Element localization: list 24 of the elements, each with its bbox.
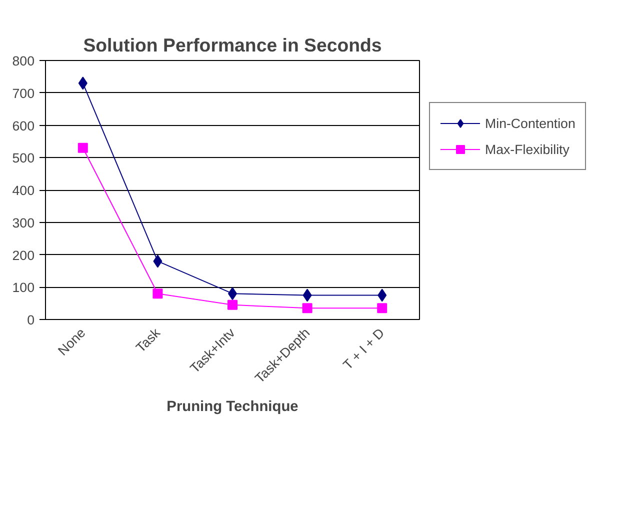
y-tick-label: 800 xyxy=(12,54,35,68)
y-tick-label: 200 xyxy=(12,248,35,263)
y-tick-label: 300 xyxy=(12,215,35,230)
point xyxy=(228,300,238,310)
y-tick-label: 500 xyxy=(12,150,35,166)
legend-label: Max-Flexibility xyxy=(485,142,570,156)
x-axis-title: Pruning Technique xyxy=(166,399,298,416)
point xyxy=(153,254,162,268)
y-tick-label: 700 xyxy=(12,86,35,101)
y-tick-label: 400 xyxy=(12,183,35,198)
point xyxy=(302,288,312,302)
y-tick-label: 0 xyxy=(27,312,35,328)
point xyxy=(78,76,88,90)
point xyxy=(152,288,163,299)
point xyxy=(378,288,387,302)
point xyxy=(377,303,388,314)
point xyxy=(302,303,312,314)
x-tick-label: T + I + D xyxy=(340,325,388,372)
chart-title: Solution Performance in Seconds xyxy=(83,34,382,56)
point xyxy=(78,142,88,153)
legend-label: Min-Contention xyxy=(485,116,576,130)
y-tick-label: 600 xyxy=(12,118,35,134)
x-tick-label: Task xyxy=(133,324,164,356)
y-tick-label: 100 xyxy=(12,280,35,296)
